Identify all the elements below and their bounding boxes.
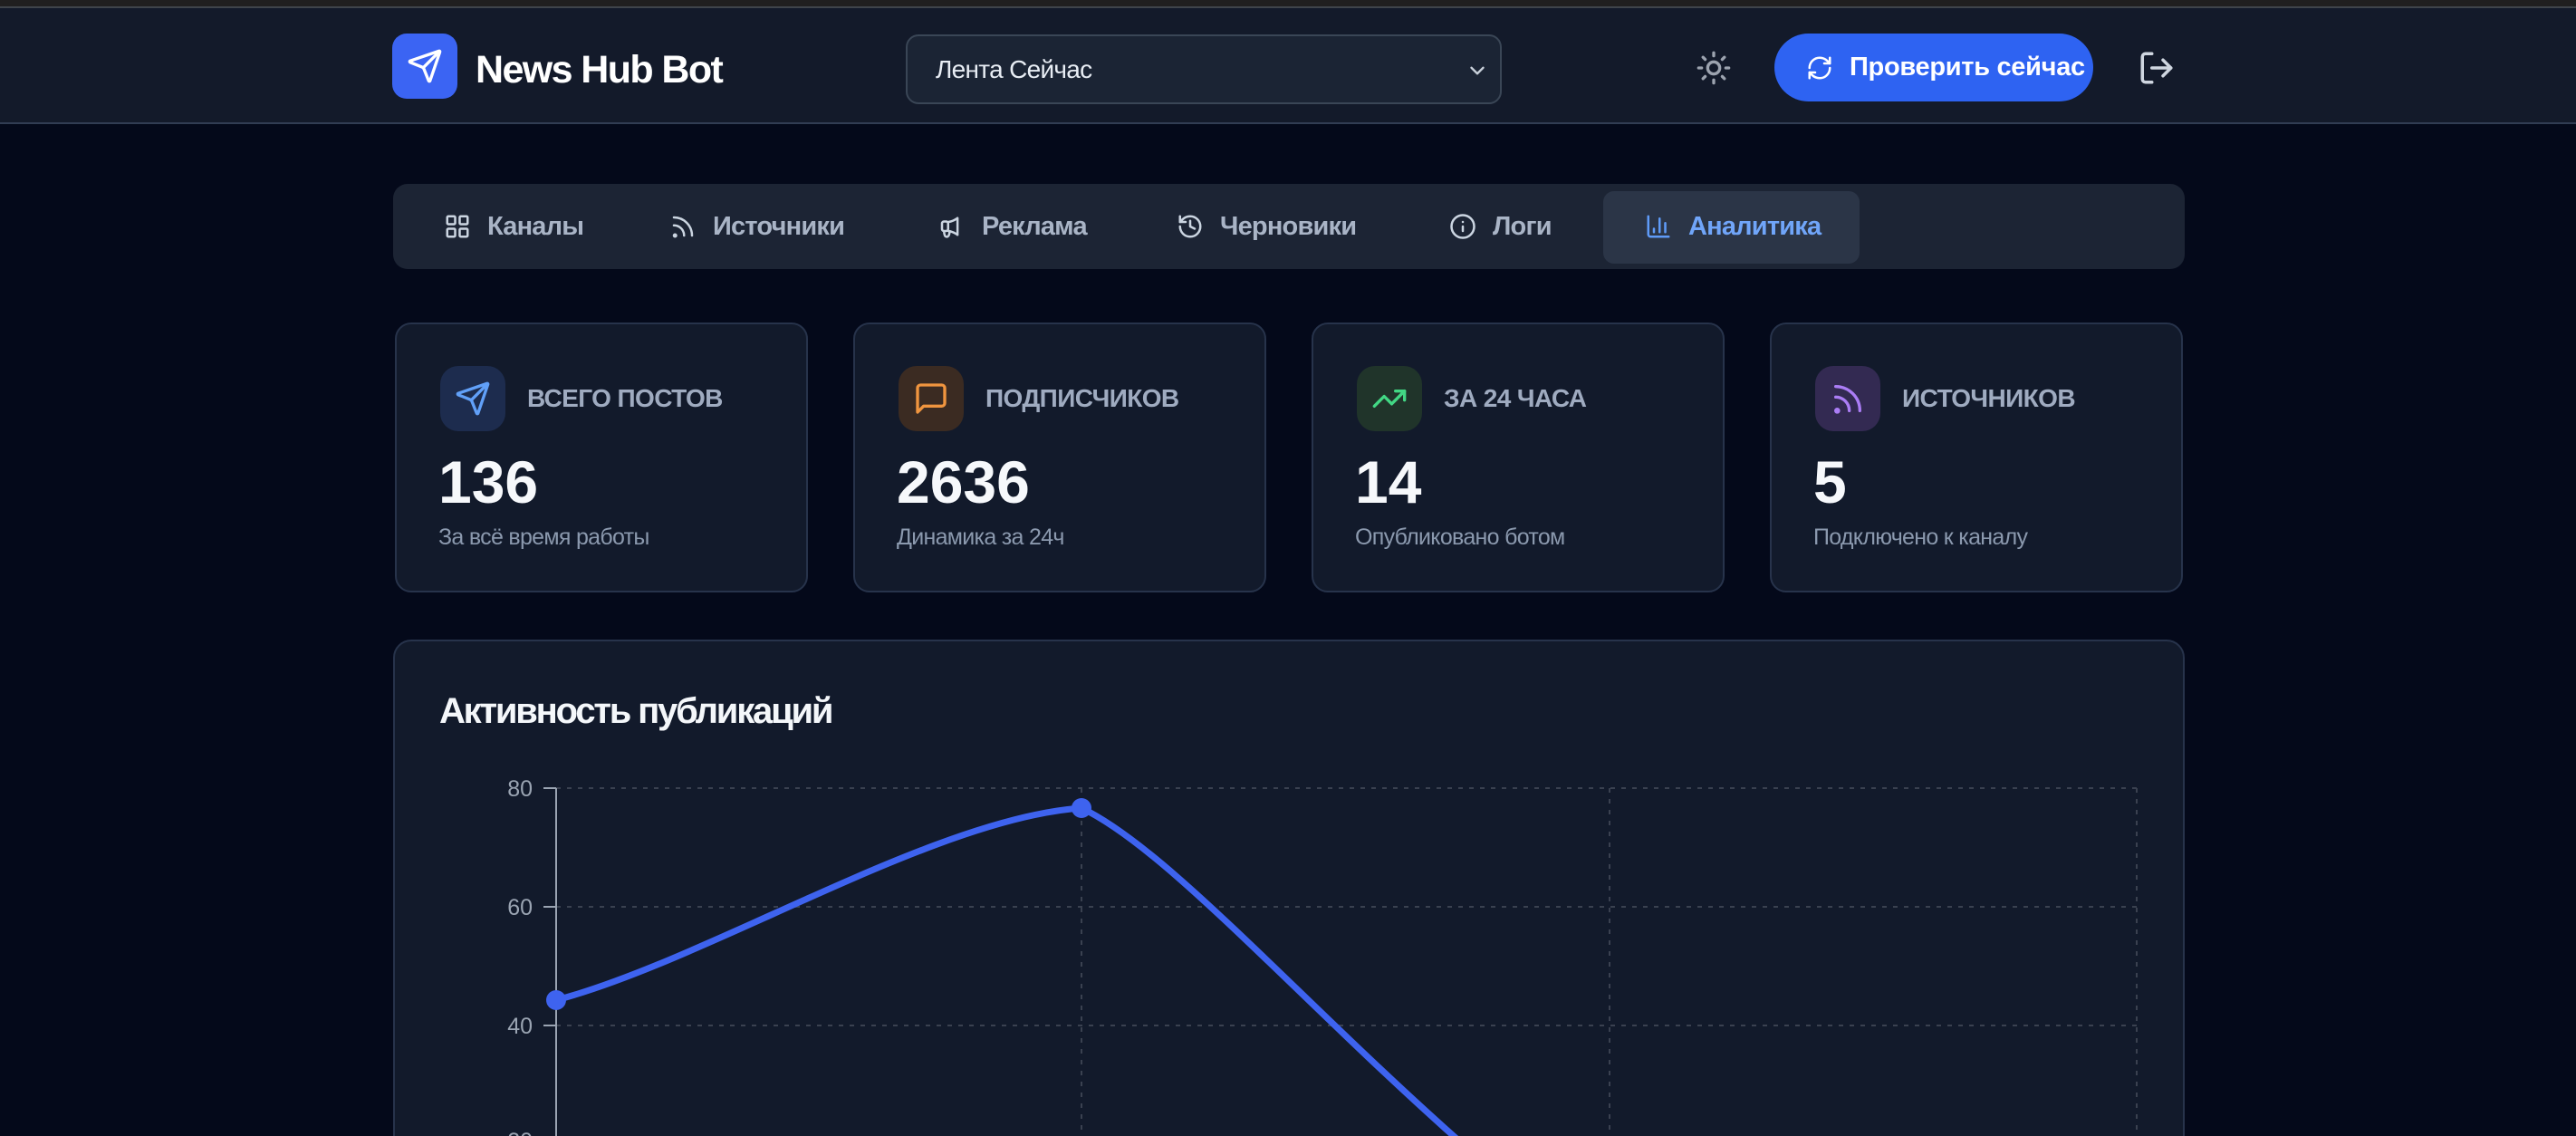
svg-text:40: 40 [507, 1014, 533, 1039]
svg-text:20: 20 [507, 1129, 533, 1136]
svg-text:60: 60 [507, 895, 533, 920]
svg-text:80: 80 [507, 776, 533, 802]
